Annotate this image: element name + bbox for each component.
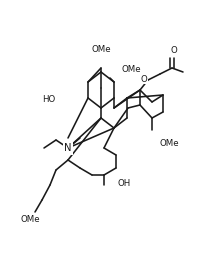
Text: HO: HO [42,96,55,104]
Text: OMe: OMe [159,140,179,148]
Text: OMe: OMe [121,66,141,75]
Text: O: O [170,46,177,55]
Text: N: N [64,143,71,153]
Text: OMe: OMe [91,45,110,54]
Text: OH: OH [117,178,131,188]
Text: O: O [140,75,146,83]
Text: OMe: OMe [20,215,40,224]
